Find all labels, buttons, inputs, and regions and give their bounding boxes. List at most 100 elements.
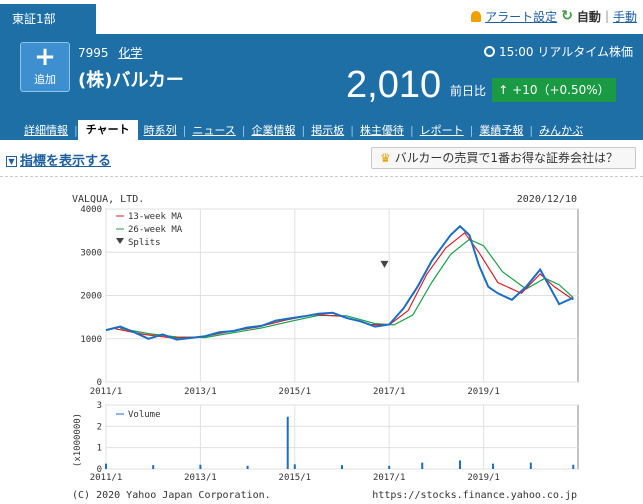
tab-separator: | — [469, 124, 474, 137]
tab-history[interactable]: 時系列 — [143, 124, 177, 137]
tab-separator: | — [529, 124, 534, 137]
tab-separator: | — [241, 124, 246, 137]
tab-separator: | — [301, 124, 306, 137]
tab-details[interactable]: 詳細情報 — [24, 124, 68, 137]
volume-bar — [459, 460, 461, 469]
nav-tabs: 詳細情報 | チャート 時系列 | ニュース | 企業情報 | 掲示板 | 株主優待 | レ… — [18, 120, 589, 140]
separator: | — [604, 9, 609, 23]
stock-code: 7995 — [78, 46, 109, 60]
tab-minkabu[interactable]: みんかぶ — [539, 124, 584, 137]
x-ticks: 2011/1 2011/1 2013/1 2013/1 2015/1 2015/1 2017… — [90, 387, 500, 483]
x-tick-label: 2013/1 — [184, 387, 217, 397]
realtime-text: 15:00 リアルタイム株価 — [498, 45, 633, 59]
volume-bar — [246, 465, 249, 469]
y-tick-label: 1000 — [80, 335, 102, 345]
stock-header: + 追加 7995 化学 (株)バルカー 15:00 リアルタイム株価 2,01… — [0, 34, 643, 120]
legend: 13-week MA 26-week MA Splits — [116, 212, 183, 248]
legend-splits: Splits — [128, 238, 161, 248]
alert-settings-link[interactable]: アラート設定 — [485, 9, 558, 24]
tab-separator: | — [74, 124, 78, 137]
volume-y-tick-label: 2 — [97, 422, 102, 432]
refresh-icon: ↻ — [561, 8, 573, 24]
price-line — [105, 224, 574, 341]
volume-bar — [421, 462, 424, 469]
up-arrow-icon: ↑ — [498, 83, 513, 97]
divider — [0, 176, 643, 177]
y-ticks: 0 1000 2000 3000 4000 — [80, 205, 102, 388]
industry-link[interactable]: 化学 — [118, 46, 143, 60]
tab-separator: | — [182, 124, 187, 137]
tab-chart[interactable]: チャート — [77, 120, 138, 140]
legend-split-icon — [116, 238, 124, 244]
legend-ma26: 26-week MA — [128, 225, 183, 235]
tab-separator: | — [409, 124, 414, 137]
indicator-label: 指標を表示する — [20, 154, 112, 169]
stock-chart: VALQUA, LTD. 2020/12/10 0 1000 2000 3000 400… — [72, 194, 579, 501]
chart-title: VALQUA, LTD. — [72, 194, 144, 205]
volume-y-tick-label: 3 — [97, 401, 102, 411]
volume-y-ticks: 0 1 2 3 — [97, 401, 102, 475]
x-tick-label: 2015/1 — [279, 387, 312, 397]
tab-company[interactable]: 企業情報 — [251, 124, 296, 137]
manual-refresh-link[interactable]: 手動 — [612, 9, 637, 24]
copyright: (C) 2020 Yahoo Japan Corporation. — [72, 490, 271, 501]
volume-bar — [572, 464, 575, 469]
tabs-background — [0, 120, 643, 140]
tab-forecast[interactable]: 業績予報 — [479, 124, 524, 137]
y-tick-label: 4000 — [80, 205, 102, 215]
y-tick-label: 2000 — [80, 292, 102, 302]
add-portfolio-button[interactable]: + 追加 — [20, 42, 70, 92]
volume-bar — [388, 465, 391, 469]
volume-grid — [105, 404, 578, 470]
top-bar: 東証1部 アラート設定 ↻ 自動 | 手動 — [0, 0, 643, 34]
volume-bar — [152, 465, 155, 469]
legend-ma13: 13-week MA — [128, 212, 183, 222]
auto-refresh-option[interactable]: 自動 — [576, 9, 601, 24]
expand-icon: ▼ — [6, 156, 17, 167]
legend-volume: Volume — [128, 410, 161, 420]
tab-separator: | — [350, 124, 354, 137]
volume-x-tick-label: 2015/1 — [279, 473, 312, 483]
volume-bar — [105, 463, 107, 469]
x-tick-label: 2011/1 — [90, 387, 123, 397]
volume-bar — [199, 464, 202, 469]
volume-y-tick-label: 0 — [97, 465, 102, 475]
add-label: 追加 — [34, 73, 56, 86]
y-tick-label: 3000 — [80, 248, 102, 258]
change-label: 前日比 — [450, 84, 487, 98]
crown-icon: ♛ — [380, 151, 391, 165]
volume-bar — [529, 462, 532, 469]
volume-panel — [105, 404, 579, 470]
market-tab[interactable]: 東証1部 — [0, 4, 96, 34]
volume-x-tick-label: 2011/1 — [90, 473, 123, 483]
x-tick-label: 2019/1 — [467, 387, 500, 397]
tab-report[interactable]: レポート — [419, 124, 464, 137]
plus-icon: + — [34, 42, 56, 72]
promo-text: バルカーの売買で1番お得な証券会社は？ — [394, 151, 619, 165]
tab-news[interactable]: ニュース — [192, 124, 236, 137]
change-badge: ↑ +10（+0.50%） — [492, 78, 616, 102]
volume-bar — [286, 416, 289, 469]
volume-bar — [341, 465, 343, 469]
stock-code-row: 7995 化学 — [78, 44, 142, 61]
stock-price: 2,010 — [346, 64, 442, 106]
clock-icon — [483, 46, 495, 57]
tab-board[interactable]: 掲示板 — [311, 124, 345, 137]
volume-bar — [492, 463, 495, 469]
change-value: +10（+0.50%） — [512, 83, 610, 97]
volume-axis-label: (x1000000) — [73, 413, 83, 467]
company-name: (株)バルカー — [78, 70, 184, 91]
volume-x-tick-label: 2013/1 — [184, 473, 217, 483]
realtime-label: 15:00 リアルタイム株価 — [483, 43, 633, 60]
source-url: https://stocks.finance.yahoo.co.jp — [372, 490, 577, 501]
volume-x-tick-label: 2019/1 — [467, 473, 500, 483]
ma26-line — [120, 238, 574, 339]
show-indicators-link[interactable]: ▼ 指標を表示する — [6, 150, 111, 169]
y-tick-label: 0 — [97, 378, 102, 388]
volume-y-tick-label: 1 — [97, 444, 102, 454]
volume-bars — [105, 416, 575, 469]
volume-x-tick-label: 2017/1 — [373, 473, 406, 483]
tab-benefits[interactable]: 株主優待 — [359, 124, 404, 137]
promo-button[interactable]: ♛ バルカーの売買で1番お得な証券会社は？ — [371, 147, 636, 169]
chart-date: 2020/12/10 — [517, 194, 577, 205]
